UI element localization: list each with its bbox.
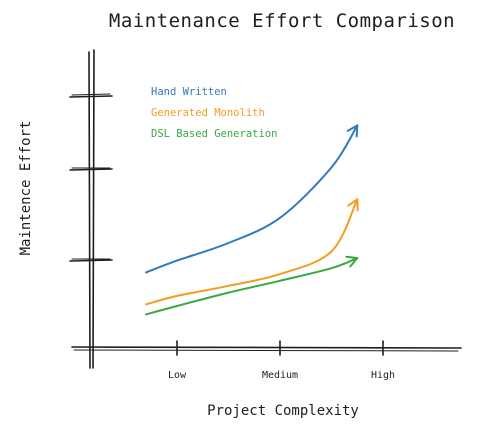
- x-tick-label: Medium: [262, 370, 298, 381]
- y-axis: [69, 49, 113, 369]
- x-tick-label: Low: [168, 370, 187, 381]
- y-axis-title: Maintence Effort: [18, 121, 34, 256]
- series-line: [145, 257, 359, 316]
- data-point: [227, 284, 230, 287]
- data-point: [227, 291, 230, 294]
- data-point: [279, 279, 281, 282]
- data-point: [279, 216, 281, 219]
- data-point: [227, 242, 230, 244]
- x-tick-label: High: [371, 370, 395, 381]
- data-point: [330, 166, 333, 169]
- x-axis: [71, 340, 462, 356]
- series-1: [145, 124, 359, 274]
- data-point: [330, 267, 333, 270]
- series-line: [145, 124, 359, 274]
- data-point: [356, 124, 359, 127]
- legend-item: Hand Written: [151, 86, 227, 98]
- series-line: [145, 198, 359, 306]
- data-point: [356, 257, 359, 259]
- legend-item: Generated Monolith: [151, 107, 265, 119]
- data-point: [176, 259, 178, 262]
- data-point: [330, 250, 333, 253]
- series-3: [145, 255, 359, 316]
- legend-item: DSL Based Generation: [151, 128, 277, 140]
- data-point: [145, 303, 148, 306]
- data-point: [145, 271, 148, 274]
- data-point: [145, 313, 148, 316]
- x-axis-title: Project Complexity: [207, 403, 359, 419]
- data-point: [176, 295, 178, 297]
- data-point: [356, 198, 359, 201]
- series-2: [145, 198, 359, 306]
- data-point: [176, 305, 178, 307]
- chart-title: Maintenance Effort Comparison: [109, 10, 455, 32]
- data-point: [279, 273, 281, 275]
